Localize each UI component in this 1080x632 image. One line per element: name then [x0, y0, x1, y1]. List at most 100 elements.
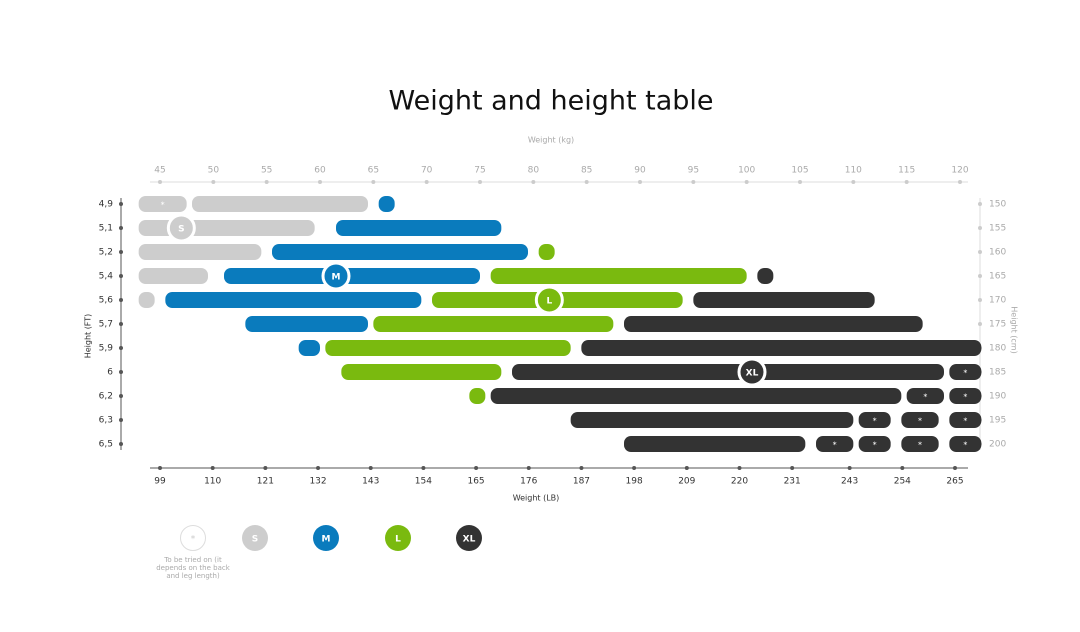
- x-tick-label: 55: [261, 166, 272, 176]
- x-tick-label: 45: [154, 166, 165, 176]
- y2-tick: [978, 322, 982, 326]
- legend-swatch: [313, 525, 339, 551]
- size-bar: [816, 436, 854, 452]
- x2-tick: [526, 466, 531, 470]
- size-bar: [224, 268, 480, 284]
- size-bar: [693, 292, 875, 308]
- tbd-mark: *: [918, 417, 922, 426]
- y-tick-label: 6,2: [99, 392, 113, 402]
- y2-tick-label: 195: [989, 416, 1006, 426]
- y2-tick: [978, 202, 982, 206]
- size-bar: [949, 412, 982, 428]
- y-tick-label: 4,9: [99, 200, 114, 210]
- x2-tick: [368, 466, 373, 470]
- x-tick-label: 80: [528, 166, 540, 176]
- tbd-mark: *: [963, 369, 967, 378]
- y-tick: [119, 298, 123, 302]
- x2-axis-title: Weight (LB): [513, 494, 560, 503]
- y-tick-label: 5,4: [99, 272, 114, 282]
- size-bar: [298, 340, 320, 356]
- size-bar: [490, 388, 902, 404]
- x2-tick: [263, 466, 268, 470]
- x-tick: [691, 180, 696, 184]
- y-tick: [119, 250, 123, 254]
- y-tick: [119, 274, 123, 278]
- y-tick-label: 5,2: [99, 248, 113, 258]
- y-tick: [119, 442, 123, 446]
- x-tick: [904, 180, 909, 184]
- x-tick: [851, 180, 856, 184]
- y-tick: [119, 418, 123, 422]
- y2-tick: [978, 250, 982, 254]
- size-marker: [166, 213, 196, 243]
- y2-tick-label: 150: [989, 200, 1006, 210]
- y2-tick: [978, 274, 982, 278]
- x-tick: [744, 180, 749, 184]
- x-tick-label: 85: [581, 166, 592, 176]
- y2-tick-label: 155: [989, 224, 1006, 234]
- y-tick-label: 5,7: [99, 320, 113, 330]
- x2-tick-label: 165: [467, 477, 484, 487]
- x-tick-label: 50: [208, 166, 220, 176]
- x-tick-label: 120: [951, 166, 968, 176]
- size-marker-label: M: [332, 273, 341, 283]
- x2-tick: [953, 466, 957, 470]
- x-tick: [798, 180, 802, 184]
- tbd-mark: *: [833, 441, 837, 450]
- x-tick: [424, 180, 429, 184]
- size-bar: [272, 244, 528, 260]
- tbd-mark: *: [923, 393, 927, 402]
- x2-tick-label: 265: [946, 477, 963, 487]
- y-tick-label: 5,6: [99, 296, 114, 306]
- y-tick-label: 6,5: [99, 440, 113, 450]
- y2-tick-label: 185: [989, 368, 1006, 378]
- legend-label: S: [252, 535, 258, 545]
- size-marker-label: XL: [746, 369, 759, 379]
- y-tick: [119, 226, 123, 230]
- size-bar: [138, 220, 315, 236]
- size-bar: [245, 316, 368, 332]
- size-bar: [138, 244, 262, 260]
- x2-tick: [421, 466, 426, 470]
- x2-tick: [790, 466, 795, 470]
- size-bar: [949, 364, 982, 380]
- y2-tick: [978, 226, 982, 230]
- size-bar: [901, 436, 939, 452]
- x2-tick-label: 254: [894, 477, 911, 487]
- size-bar: [378, 196, 395, 212]
- size-bar: [858, 436, 891, 452]
- x-tick-label: 95: [688, 166, 699, 176]
- size-marker: [737, 357, 767, 387]
- x2-tick-label: 209: [678, 477, 695, 487]
- x-tick-label: 110: [845, 166, 862, 176]
- size-bar: [469, 388, 486, 404]
- y-tick-label: 6,3: [99, 416, 113, 426]
- x2-tick: [316, 466, 321, 470]
- x2-tick-label: 132: [309, 477, 326, 487]
- x2-tick-label: 243: [841, 477, 858, 487]
- legend-tbd-symbol: *: [191, 535, 196, 545]
- size-bar: [336, 220, 502, 236]
- x2-tick-label: 231: [784, 477, 801, 487]
- size-bar: [138, 196, 187, 212]
- y-tick: [119, 370, 123, 374]
- size-bar: [341, 364, 502, 380]
- x2-tick-label: 143: [362, 477, 379, 487]
- tbd-mark: *: [918, 441, 922, 450]
- tbd-mark: *: [873, 441, 877, 450]
- y2-tick-label: 200: [989, 440, 1006, 450]
- y-tick-label: 6: [107, 368, 113, 378]
- x2-tick: [900, 466, 905, 470]
- y2-tick-label: 170: [989, 296, 1006, 306]
- x2-tick-label: 121: [257, 477, 274, 487]
- x-tick-label: 105: [791, 166, 808, 176]
- tbd-mark: *: [963, 441, 967, 450]
- size-bar: [949, 436, 982, 452]
- x-tick: [958, 180, 962, 184]
- size-bar: [624, 316, 923, 332]
- size-bar: [538, 244, 555, 260]
- legend-swatch: [242, 525, 268, 551]
- x2-tick: [579, 466, 584, 470]
- size-bar: [624, 436, 806, 452]
